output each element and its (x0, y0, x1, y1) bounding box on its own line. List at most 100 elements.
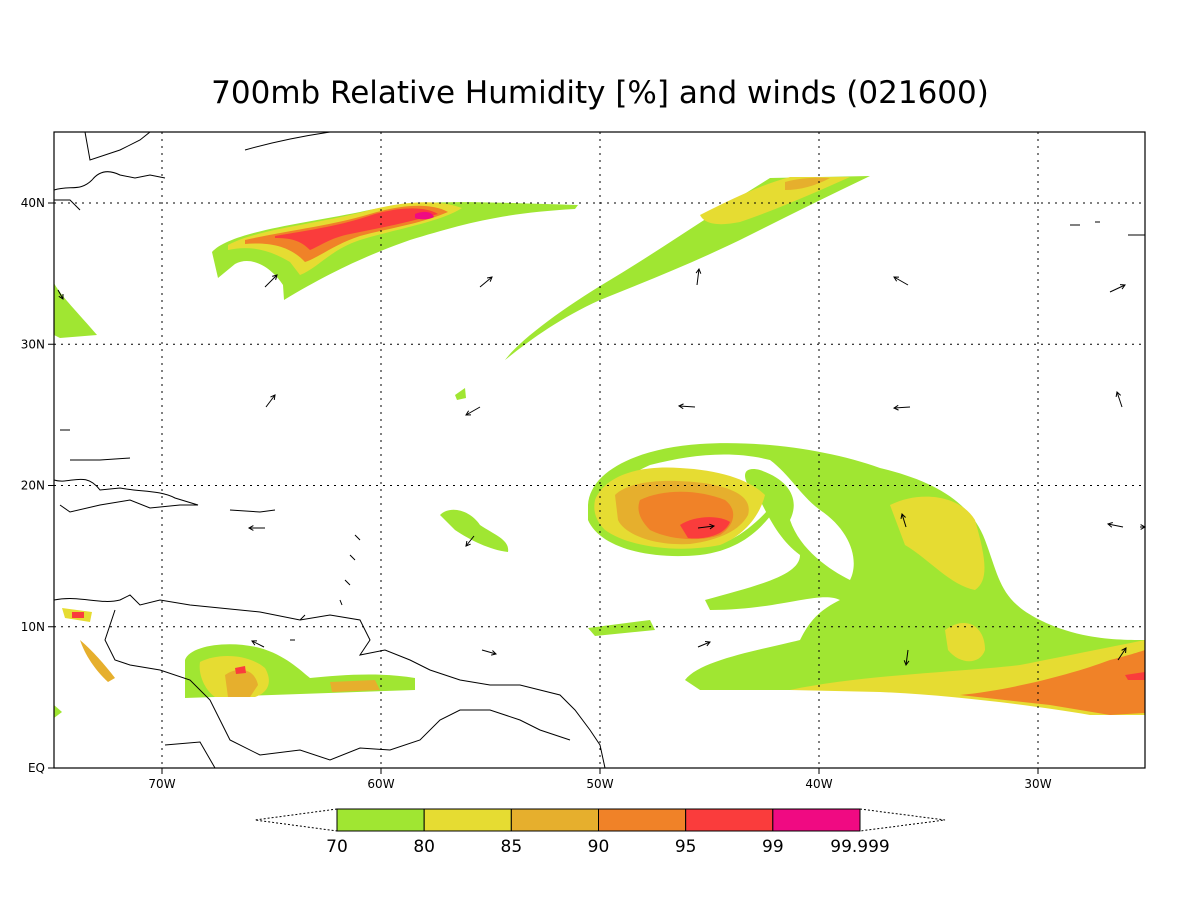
arrow-shaft (905, 649, 909, 666)
coastline (53, 594, 606, 769)
arrow-head (465, 540, 471, 547)
colorbar-swatch (772, 808, 861, 832)
axis-labels: 70W 60W 50W 40W 30W 40N 30N 20N 10N EQ (21, 196, 1052, 791)
arrow-shaft (678, 405, 696, 408)
humidity-contour (588, 443, 1145, 710)
arrow-head (704, 640, 711, 647)
wind-arrow (697, 640, 711, 648)
wind-arrow (465, 535, 475, 547)
humidity-contour (945, 622, 985, 662)
humidity-contour (54, 283, 97, 338)
humidity-contour (785, 177, 830, 190)
map-title: 700mb Relative Humidity [%] and winds (0… (211, 75, 989, 111)
colorbar: 70 80 85 90 95 99 99.999 (254, 808, 946, 857)
arrow-head (486, 276, 493, 282)
arrow-head (677, 403, 684, 410)
lat-label: 40N (21, 196, 45, 210)
wind-arrow (264, 274, 278, 288)
arrow-shaft (1116, 391, 1123, 408)
arrow-shaft (893, 406, 911, 409)
arrow-head (270, 394, 276, 401)
lat-label: EQ (28, 761, 45, 775)
wind-arrow (481, 649, 498, 656)
colorbar-label: 99.999 (830, 837, 889, 857)
graticule (54, 132, 1145, 768)
lon-label: 30W (1024, 777, 1051, 791)
humidity-contour (72, 612, 84, 618)
humidity-contour (960, 650, 1145, 715)
wind-arrow (57, 289, 64, 300)
arrow-head (1119, 284, 1126, 290)
lon-label: 60W (367, 777, 394, 791)
colorbar-left-end (254, 808, 338, 832)
colorbar-swatch (510, 808, 600, 832)
arrow-head (893, 276, 900, 282)
arrow-shaft (696, 268, 700, 286)
arrow-head (491, 650, 498, 656)
wind-arrow (465, 406, 481, 416)
arrow-head (465, 410, 472, 416)
lat-label: 20N (21, 479, 45, 493)
arrow-head (1106, 522, 1113, 528)
humidity-contour (415, 211, 434, 220)
colorbar-label: 90 (588, 837, 610, 857)
colorbar-swatch (423, 808, 512, 832)
arrow-head (1121, 647, 1127, 654)
arrow-shaft (901, 513, 907, 528)
arrow-shaft (697, 641, 711, 648)
humidity-fields (54, 176, 1145, 718)
wind-arrow (1109, 284, 1126, 293)
arrow-head (900, 513, 906, 519)
arrow-head (272, 274, 278, 280)
arrow-shaft (251, 640, 265, 648)
arrow-shaft (57, 289, 64, 300)
wind-arrow (479, 276, 493, 288)
arrow-shaft (479, 276, 493, 288)
arrow-shaft (697, 525, 715, 529)
wind-arrow (892, 404, 911, 411)
humidity-contour (225, 669, 258, 697)
coastline (290, 221, 1145, 641)
wind-arrow (1115, 391, 1123, 408)
arrow-head (247, 525, 254, 531)
colorbar-label: 99 (762, 837, 784, 857)
arrow-head (695, 267, 702, 274)
wind-arrow (677, 403, 696, 410)
colorbar-swatch (336, 808, 425, 832)
arrow-shaft (893, 276, 909, 286)
humidity-contour (440, 509, 509, 552)
arrow-shaft (1117, 647, 1127, 661)
humidity-contour (1125, 672, 1145, 680)
wind-arrow (903, 649, 910, 667)
humidity-contour (275, 208, 438, 250)
lon-label: 70W (148, 777, 175, 791)
lon-label: 40W (805, 777, 832, 791)
arrow-shaft (481, 649, 497, 655)
arrow-shaft (1109, 284, 1126, 293)
humidity-contour (235, 666, 246, 674)
humidity-contour (54, 705, 62, 718)
humidity-contour (455, 388, 466, 400)
coastlines (53, 131, 1145, 769)
humidity-contour (505, 176, 870, 360)
wind-arrow (893, 276, 909, 286)
humidity-contour (680, 517, 730, 539)
colorbar-label: 85 (501, 837, 523, 857)
arrow-head (58, 293, 64, 300)
wind-arrow (265, 394, 276, 408)
arrow-shaft (465, 406, 481, 416)
wind-arrows (57, 267, 1147, 667)
arrow-head (903, 660, 910, 667)
arrow-shaft (1107, 523, 1124, 528)
humidity-contour (700, 177, 850, 225)
colorbar-swatch (685, 808, 774, 832)
arrow-shaft (265, 394, 276, 408)
arrow-head (709, 523, 716, 530)
humidity-contour (330, 680, 380, 692)
arrow-shaft (465, 535, 475, 547)
wind-arrow (247, 525, 265, 531)
coastline (53, 131, 331, 211)
lat-label: 10N (21, 620, 45, 634)
wind-arrow (697, 523, 716, 530)
